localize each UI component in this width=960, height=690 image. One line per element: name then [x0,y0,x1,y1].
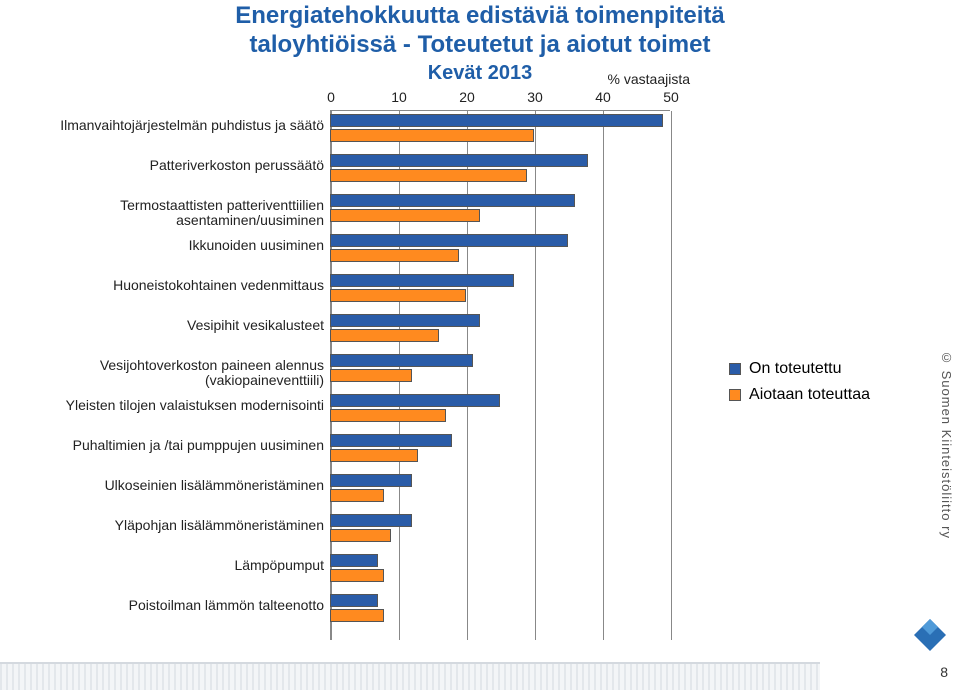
category-label: Ikkunoiden uusiminen [34,238,324,253]
xaxis-tick: 0 [327,89,335,105]
bar-aiotaan [330,169,527,182]
category-label: Huoneistokohtainen vedenmittaus [34,278,324,293]
xaxis-tick: 50 [663,89,679,105]
bar-aiotaan [330,249,459,262]
category-label: Ulkoseinien lisälämmöneristäminen [34,478,324,493]
bar-toteutettu [330,554,378,567]
category-row: Ulkoseinien lisälämmöneristäminen [30,474,770,514]
bar-aiotaan [330,529,391,542]
bar-toteutettu [330,194,575,207]
footer-logo [910,615,950,660]
bar-toteutettu [330,234,568,247]
bar-aiotaan [330,209,480,222]
page-number: 8 [940,664,948,680]
bar-toteutettu [330,594,378,607]
category-label: Patteriverkoston perussäätö [34,158,324,173]
legend-swatch [729,389,741,401]
category-label: Termostaattisten patteriventtiilien asen… [34,198,324,229]
xaxis-tick: 30 [527,89,543,105]
category-label: Poistoilman lämmön talteenotto [34,598,324,613]
category-row: Patteriverkoston perussäätö [30,154,770,194]
legend-swatch [729,363,741,375]
category-row: Ikkunoiden uusiminen [30,234,770,274]
copyright-text: © Suomen Kiinteistöliitto ry [939,350,954,539]
xaxis-tick: 10 [391,89,407,105]
bar-aiotaan [330,609,384,622]
footer-decoration [0,662,820,690]
chart-legend: On toteutettu Aiotaan toteuttaa [729,360,870,412]
bar-toteutettu [330,514,412,527]
bar-toteutettu [330,394,500,407]
bar-aiotaan [330,409,446,422]
bar-aiotaan [330,289,466,302]
category-row: Vesipihit vesikalusteet [30,314,770,354]
category-row: Vesijohtoverkoston paineen alennus (vaki… [30,354,770,394]
legend-label: Aiotaan toteuttaa [749,386,870,404]
category-label: Yläpohjan lisälämmöneristäminen [34,518,324,533]
category-row: Ilmanvaihtojärjestelmän puhdistus ja sää… [30,114,770,154]
category-row: Yläpohjan lisälämmöneristäminen [30,514,770,554]
category-row: Huoneistokohtainen vedenmittaus [30,274,770,314]
chart-area: % vastaajista 01020304050 Ilmanvaihtojär… [30,110,770,640]
legend-item: On toteutettu [729,360,870,378]
category-row: Yleisten tilojen valaistuksen modernisoi… [30,394,770,434]
bar-toteutettu [330,274,514,287]
category-label: Vesijohtoverkoston paineen alennus (vaki… [34,358,324,389]
category-label: Ilmanvaihtojärjestelmän puhdistus ja sää… [34,118,324,133]
bar-aiotaan [330,369,412,382]
category-row: Poistoilman lämmön talteenotto [30,594,770,634]
category-label: Vesipihit vesikalusteet [34,318,324,333]
chart-subtitle: Kevät 2013 [0,62,960,85]
bar-aiotaan [330,449,418,462]
category-row: Puhaltimien ja /tai pumppujen uusiminen [30,434,770,474]
category-row: Termostaattisten patteriventtiilien asen… [30,194,770,234]
chart-title-block: Energiatehokkuutta edistäviä toimenpitei… [0,0,960,85]
bar-aiotaan [330,569,384,582]
bar-aiotaan [330,489,384,502]
bar-toteutettu [330,434,452,447]
bar-toteutettu [330,354,473,367]
bar-toteutettu [330,114,663,127]
bar-toteutettu [330,314,480,327]
legend-item: Aiotaan toteuttaa [729,386,870,404]
category-row: Lämpöpumput [30,554,770,594]
xaxis-title: % vastaajista [608,71,690,87]
xaxis-tick: 40 [595,89,611,105]
title-line-2: taloyhtiöissä - Toteutetut ja aiotut toi… [0,31,960,60]
bar-toteutettu [330,154,588,167]
category-label: Lämpöpumput [34,558,324,573]
category-label: Yleisten tilojen valaistuksen modernisoi… [34,398,324,413]
category-label: Puhaltimien ja /tai pumppujen uusiminen [34,438,324,453]
legend-label: On toteutettu [749,360,842,378]
bar-toteutettu [330,474,412,487]
xaxis-tick: 20 [459,89,475,105]
title-line-1: Energiatehokkuutta edistäviä toimenpitei… [0,2,960,31]
bar-aiotaan [330,329,439,342]
bar-aiotaan [330,129,534,142]
